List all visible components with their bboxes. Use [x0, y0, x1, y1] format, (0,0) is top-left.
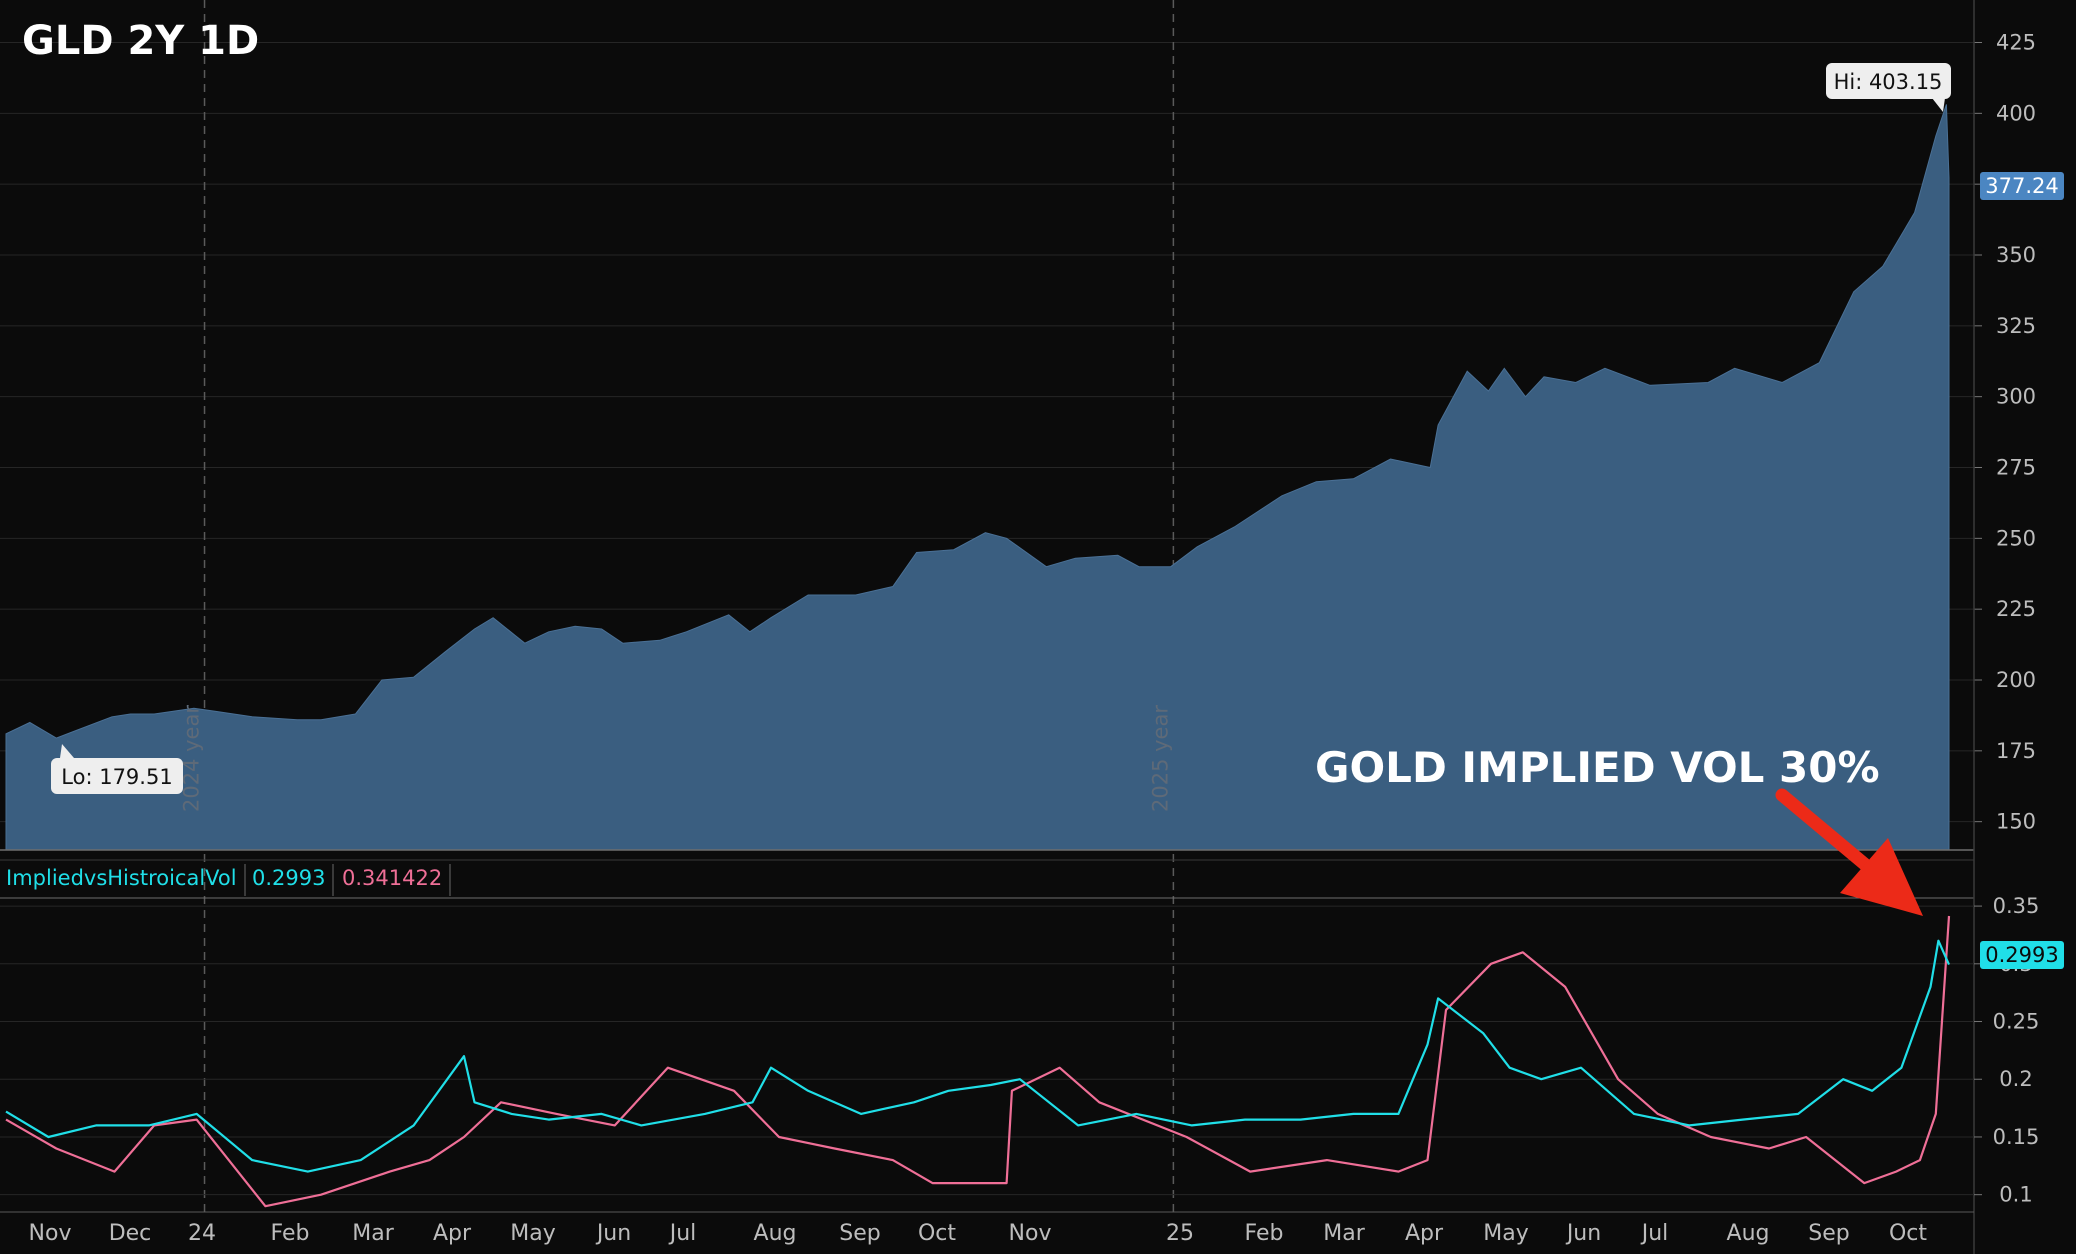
- price-tick-label: 225: [1996, 597, 2036, 621]
- year-marker-label: 2025 year: [1148, 705, 1172, 812]
- lo-label: Lo: 179.51: [61, 765, 172, 789]
- year-marker-label: 2024 year: [180, 705, 204, 812]
- price-tick-label: 150: [1996, 810, 2036, 834]
- hi-label: Hi: 403.15: [1834, 70, 1943, 94]
- hi-callout: Hi: 403.15: [1826, 63, 1951, 112]
- last-price-badge-box: [1980, 172, 2064, 200]
- price-tick-label: 275: [1996, 456, 2036, 480]
- implied-vol-line: [5, 939, 1951, 1173]
- last-vol-value: 0.2993: [1985, 943, 2058, 967]
- vol-tick-label: 0.35: [1993, 894, 2040, 918]
- time-axis-label: Apr: [1405, 1221, 1444, 1246]
- vol-grid: [0, 905, 1974, 1196]
- price-tick-label: 250: [1996, 526, 2036, 550]
- time-axis-label: Nov: [1009, 1221, 1052, 1246]
- historical-vol-value: 0.341422: [342, 866, 442, 890]
- vol-tick-label: 0.2: [1999, 1067, 2032, 1091]
- time-axis-label: 24: [188, 1221, 216, 1246]
- lo-callout-pointer: [60, 744, 74, 758]
- time-axis-label: Aug: [754, 1221, 797, 1246]
- time-axis-label: Jul: [1640, 1221, 1669, 1246]
- time-axis-label: May: [1483, 1221, 1528, 1246]
- arrow-head: [1840, 838, 1923, 916]
- time-axis-label: Sep: [1808, 1221, 1849, 1246]
- price-axis-ticks: 150175200225250275300325350375400425: [1974, 31, 2036, 834]
- price-tick-label: 400: [1996, 101, 2036, 125]
- annotation-text: GOLD IMPLIED VOL 30%: [1315, 743, 1880, 792]
- time-axis-label: Dec: [109, 1221, 152, 1246]
- time-axis-label: Jun: [595, 1221, 631, 1246]
- time-axis-label: Feb: [1245, 1221, 1284, 1246]
- time-axis-label: Feb: [271, 1221, 310, 1246]
- time-axis-label: Nov: [29, 1221, 72, 1246]
- time-axis-label: May: [510, 1221, 555, 1246]
- price-tick-label: 325: [1996, 314, 2036, 338]
- annotation-arrow: [1775, 788, 1923, 916]
- vol-tick-label: 0.15: [1993, 1125, 2040, 1149]
- time-axis-label: 25: [1166, 1221, 1194, 1246]
- hi-callout-box: [1826, 63, 1951, 99]
- vol-tick-label: 0.25: [1993, 1010, 2040, 1034]
- time-axis-label: Mar: [1323, 1221, 1365, 1246]
- price-area-series: [5, 104, 1950, 851]
- time-axis-label: Oct: [1889, 1221, 1927, 1246]
- indicator-name[interactable]: ImpliedvsHistroicalVol: [6, 866, 237, 890]
- last-vol-badge-box: [1980, 941, 2064, 969]
- vol-lines: [5, 915, 1951, 1208]
- price-tick-label: 425: [1996, 31, 2036, 55]
- implied-vol-value: 0.2993: [252, 866, 325, 890]
- lo-callout: Lo: 179.51: [51, 744, 183, 794]
- price-tick-label: 350: [1996, 243, 2036, 267]
- time-axis-label: Jun: [1565, 1221, 1601, 1246]
- year-labels: 2024 year 2025 year: [180, 705, 1173, 812]
- indicator-header[interactable]: ImpliedvsHistroicalVol 0.2993 0.341422: [6, 864, 451, 896]
- time-axis-label: Aug: [1727, 1221, 1770, 1246]
- arrow-shaft: [1775, 788, 1887, 884]
- price-tick-label: 175: [1996, 739, 2036, 763]
- time-axis-label: Sep: [839, 1221, 880, 1246]
- hi-callout-pointer: [1932, 98, 1945, 112]
- price-tick-label: 200: [1996, 668, 2036, 692]
- time-axis-label: Oct: [918, 1221, 956, 1246]
- lo-callout-box: [51, 758, 183, 794]
- time-axis-label: Apr: [433, 1221, 472, 1246]
- last-price-badge: 377.24: [1980, 172, 2064, 200]
- vol-tick-label: 0.1: [1999, 1183, 2032, 1207]
- historical-vol-line: [5, 915, 1951, 1208]
- time-axis-label: Mar: [352, 1221, 394, 1246]
- time-axis-label: Jul: [668, 1221, 697, 1246]
- time-axis-labels: Nov Dec 24 Feb Mar Apr May Jun Jul Aug Sep Oct Nov 25…: [29, 1221, 1928, 1246]
- last-price-value: 377.24: [1985, 174, 2058, 198]
- price-tick-label: 300: [1996, 385, 2036, 409]
- chart-title: GLD 2Y 1D: [22, 18, 259, 64]
- last-vol-badge: 0.2993: [1980, 941, 2064, 969]
